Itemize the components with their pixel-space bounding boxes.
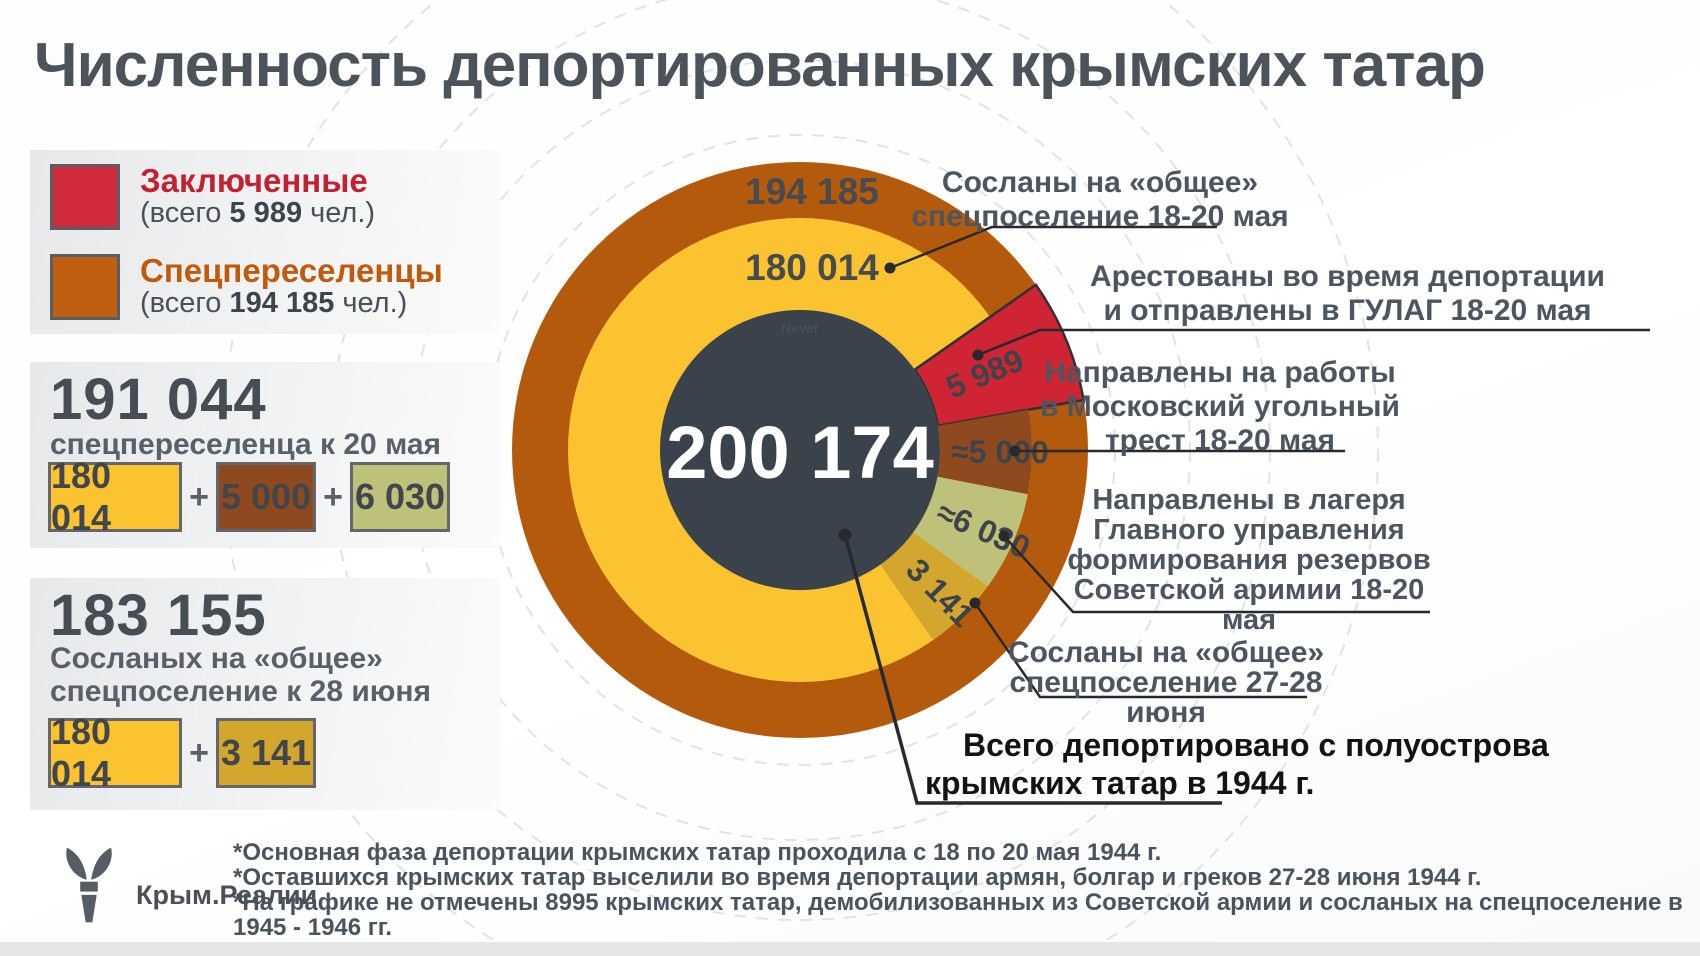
- legend-item-label: Спецпереселенцы: [140, 252, 443, 289]
- legend-item-settlers: Спецпереселенцы (всего 194 185 чел.): [50, 254, 443, 320]
- note-prefix: (всего: [140, 197, 230, 229]
- caption-line: Сосланых на «общее»: [50, 642, 383, 675]
- logo-text: Крым.Реалии: [136, 880, 318, 910]
- note-suffix: чел.): [334, 287, 408, 319]
- value-box: 6 030: [350, 462, 450, 532]
- inner-disc-value-label: 180 014: [745, 247, 879, 288]
- annotation-line: спецпоселение 18-20 мая: [911, 200, 1289, 233]
- bottom-strip: [0, 942, 1700, 956]
- annotation-line: Направлены в лагеря: [1092, 484, 1406, 516]
- annotation-resettled-may: Сосланы на «общее» спецпоселение 18-20 м…: [900, 166, 1300, 234]
- leader-dot: [838, 528, 852, 542]
- value-box-label: 180 014: [51, 711, 112, 794]
- legend-item-label: Заключенные: [140, 162, 368, 199]
- legend-swatch-settlers: [50, 254, 120, 320]
- leader-line: [843, 534, 1222, 805]
- value-box: 180 014: [48, 455, 182, 538]
- annotation-resettled-june: Сосланы на «общее» спецпоселение 27-28 и…: [985, 638, 1347, 728]
- leader-dot: [884, 262, 896, 274]
- annotation-line: Направлены на работы: [1044, 356, 1396, 389]
- plus-sign: +: [189, 477, 209, 516]
- outer-ring-value-label: 194 185: [745, 171, 879, 212]
- value-box-label: 3 141: [220, 732, 312, 773]
- footnote-line: *Основная фаза депортации крымских татар…: [233, 839, 1162, 866]
- page-title: Численность депортированных крымских тат…: [34, 31, 1486, 100]
- value-box: 3 141: [216, 718, 316, 788]
- annotation-coal-trust: Направлены на работы в Московский угольн…: [1030, 356, 1410, 458]
- value-box-label: 5 000: [220, 476, 312, 517]
- stat-total: 191 044: [50, 367, 267, 432]
- leader-line: [977, 328, 1650, 357]
- annotation-gulag: Арестованы во время депортации и отправл…: [1045, 260, 1650, 328]
- leader-dot: [969, 597, 981, 609]
- annotation-line: Советской аримии 18-20 мая: [1073, 574, 1425, 636]
- annotation-line: Главного управления: [1093, 514, 1405, 546]
- stat-caption: спецпереселенца к 20 мая: [50, 428, 441, 461]
- stat-panel-resettled-june: 183 155 Сосланых на «общее» спецпоселени…: [30, 578, 500, 810]
- stat-panel-settlers-may: 191 044 спецпереселенца к 20 мая 180 014…: [30, 362, 500, 548]
- annotation-army-reserve-camps: Направлены в лагеря Главного управления …: [1053, 485, 1445, 635]
- value-box-label: 180 014: [51, 455, 112, 538]
- leader-line: [973, 602, 1307, 699]
- annotation-line: и отправлены в ГУЛАГ 18-20 мая: [1103, 294, 1592, 327]
- torch-icon: [66, 847, 112, 923]
- legend-panel: Заключенные (всего 5 989 чел.) Спецперес…: [30, 150, 500, 334]
- legend-swatch-prisoners: [50, 164, 120, 230]
- value-box: 180 014: [48, 711, 182, 794]
- watermark-text: Never: [781, 320, 819, 336]
- legend-item-note: (всего 5 989 чел.): [140, 198, 375, 229]
- annotation-total-line-2: крымских татар в 1944 г.: [925, 765, 1315, 801]
- center-total-label: 200 174: [666, 411, 934, 494]
- note-value: 194 185: [229, 287, 335, 319]
- annotation-line: Сосланы на «общее»: [941, 166, 1259, 199]
- value-box-label: 6 030: [354, 476, 446, 517]
- footer-logo: Крым.Реалии: [56, 845, 317, 925]
- leader-line: [1003, 535, 1430, 614]
- footnotes: *Основная фаза депортации крымских татар…: [233, 840, 1700, 940]
- annotation-line: в Московский угольный: [1040, 390, 1400, 423]
- annotation-line: трест 18-20 мая: [1104, 424, 1336, 457]
- legend-item-note: (всего 194 185 чел.): [140, 288, 443, 319]
- footnote-line: *Оставшихся крымских татар выселили во в…: [233, 864, 1482, 891]
- plus-sign: +: [323, 477, 343, 516]
- leader-dot: [972, 349, 984, 361]
- annotation-line: Арестованы во время депортации: [1090, 260, 1605, 293]
- value-box: 5 000: [216, 462, 316, 532]
- annotation-line: формирования резервов: [1067, 544, 1431, 576]
- note-suffix: чел.): [302, 197, 376, 229]
- leader-dot: [1009, 445, 1021, 457]
- caption-line: спецпереселенца к 20 мая: [50, 428, 442, 461]
- annotation-line: спецпоселение 27-28 июня: [1009, 666, 1323, 729]
- annotation-total-line-1: Всего депортировано с полуострова: [963, 727, 1549, 763]
- annotation-line: Сосланы на «общее»: [1007, 636, 1325, 669]
- stat-total: 183 155: [50, 583, 267, 648]
- plus-sign: +: [189, 733, 209, 772]
- footnote-line: *На графике не отмечены 8995 крымских та…: [233, 889, 1683, 941]
- legend-item-prisoners: Заключенные (всего 5 989 чел.): [50, 164, 375, 230]
- sum-boxes: 180 014 + 3 141: [48, 711, 316, 794]
- caption-line: спецпоселение к 28 июня: [50, 675, 432, 708]
- sum-boxes: 180 014 + 5 000 + 6 030: [48, 455, 450, 538]
- stat-caption: Сосланых на «общее» спецпоселение к 28 и…: [50, 642, 431, 708]
- note-value: 5 989: [229, 197, 303, 229]
- note-prefix: (всего: [140, 287, 230, 319]
- leader-dot: [998, 530, 1010, 542]
- leader-line: [889, 225, 1217, 270]
